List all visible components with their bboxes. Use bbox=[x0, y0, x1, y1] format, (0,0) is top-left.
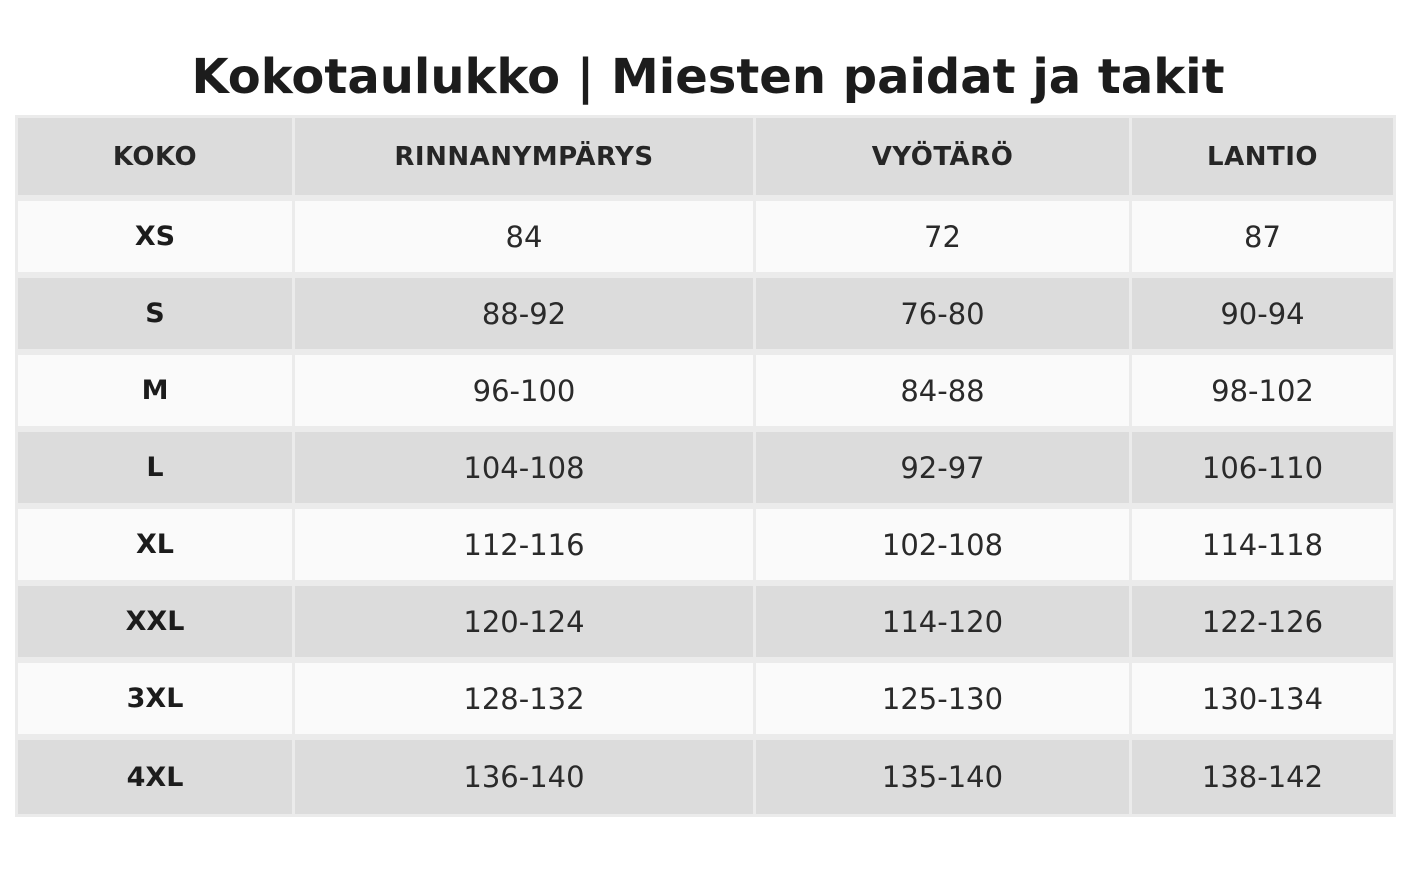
waist-cell: 92-97 bbox=[756, 432, 1132, 509]
waist-cell: 135-140 bbox=[756, 740, 1132, 817]
hip-cell: 87 bbox=[1132, 201, 1396, 278]
table-header-row: KOKO RINNANYMPÄRYS VYÖTÄRÖ LANTIO bbox=[15, 115, 1396, 201]
chest-cell: 136-140 bbox=[295, 740, 756, 817]
hip-cell: 114-118 bbox=[1132, 509, 1396, 586]
chest-cell: 96-100 bbox=[295, 355, 756, 432]
hip-cell: 98-102 bbox=[1132, 355, 1396, 432]
table-row: XL 112-116 102-108 114-118 bbox=[15, 509, 1396, 586]
table-row: XS 84 72 87 bbox=[15, 201, 1396, 278]
hip-cell: 130-134 bbox=[1132, 663, 1396, 740]
header-chest: RINNANYMPÄRYS bbox=[295, 115, 756, 201]
waist-cell: 76-80 bbox=[756, 278, 1132, 355]
chest-cell: 104-108 bbox=[295, 432, 756, 509]
chest-cell: 128-132 bbox=[295, 663, 756, 740]
chest-cell: 88-92 bbox=[295, 278, 756, 355]
table-row: M 96-100 84-88 98-102 bbox=[15, 355, 1396, 432]
waist-cell: 125-130 bbox=[756, 663, 1132, 740]
size-cell: S bbox=[15, 278, 295, 355]
size-cell: M bbox=[15, 355, 295, 432]
size-cell: XXL bbox=[15, 586, 295, 663]
size-cell: L bbox=[15, 432, 295, 509]
size-cell: 4XL bbox=[15, 740, 295, 817]
size-chart-table: KOKO RINNANYMPÄRYS VYÖTÄRÖ LANTIO XS 84 … bbox=[15, 115, 1396, 817]
page-title: Kokotaulukko | Miesten paidat ja takit bbox=[191, 49, 1225, 106]
header-hip: LANTIO bbox=[1132, 115, 1396, 201]
header-size: KOKO bbox=[15, 115, 295, 201]
waist-cell: 114-120 bbox=[756, 586, 1132, 663]
chest-cell: 112-116 bbox=[295, 509, 756, 586]
hip-cell: 90-94 bbox=[1132, 278, 1396, 355]
table-row: 4XL 136-140 135-140 138-142 bbox=[15, 740, 1396, 817]
size-cell: XS bbox=[15, 201, 295, 278]
table-row: 3XL 128-132 125-130 130-134 bbox=[15, 663, 1396, 740]
size-cell: XL bbox=[15, 509, 295, 586]
hip-cell: 106-110 bbox=[1132, 432, 1396, 509]
hip-cell: 122-126 bbox=[1132, 586, 1396, 663]
waist-cell: 84-88 bbox=[756, 355, 1132, 432]
table-row: L 104-108 92-97 106-110 bbox=[15, 432, 1396, 509]
hip-cell: 138-142 bbox=[1132, 740, 1396, 817]
waist-cell: 102-108 bbox=[756, 509, 1132, 586]
size-cell: 3XL bbox=[15, 663, 295, 740]
waist-cell: 72 bbox=[756, 201, 1132, 278]
header-waist: VYÖTÄRÖ bbox=[756, 115, 1132, 201]
chest-cell: 120-124 bbox=[295, 586, 756, 663]
table-row: XXL 120-124 114-120 122-126 bbox=[15, 586, 1396, 663]
table-row: S 88-92 76-80 90-94 bbox=[15, 278, 1396, 355]
chest-cell: 84 bbox=[295, 201, 756, 278]
